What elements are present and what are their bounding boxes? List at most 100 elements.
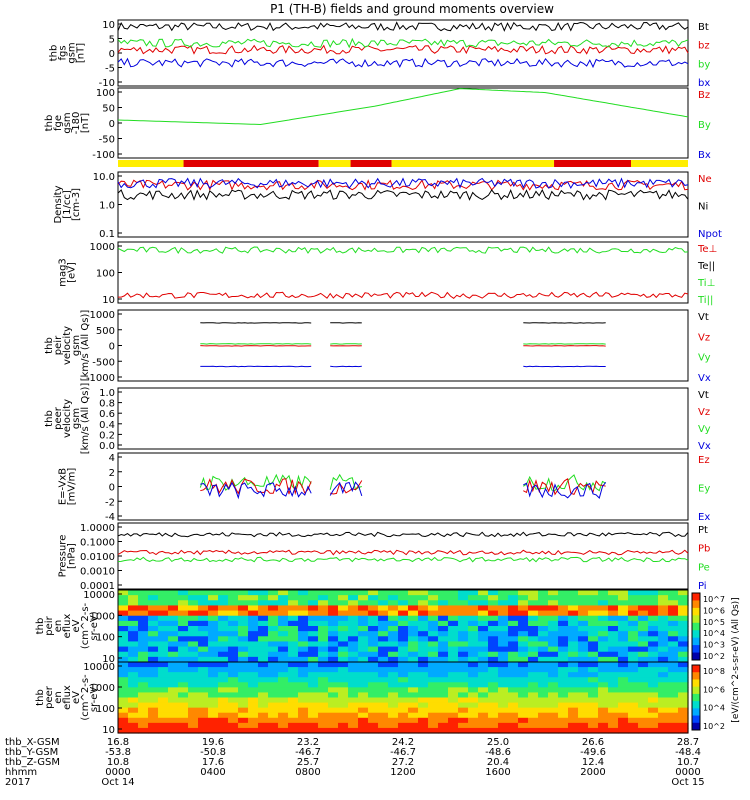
spectrogram-cell [208, 595, 219, 601]
legend-entry: Bt [698, 22, 709, 33]
spectrogram-cell [238, 727, 249, 734]
spectrogram-cell [598, 697, 609, 704]
spectrogram-cell [178, 620, 189, 627]
spectrogram-cell [378, 707, 389, 714]
colorbar-tick-label: 10^4 [703, 704, 725, 713]
spectrogram-cell [198, 646, 209, 653]
y-axis-label: (cm^2-s- [80, 674, 91, 721]
spectrogram-cell [358, 646, 369, 653]
spectrogram-cell [658, 672, 669, 678]
spectrogram-cell [578, 717, 589, 724]
spectrogram-cell [278, 620, 289, 627]
spectrogram-cell [408, 595, 419, 601]
y-axis-label: gsm [71, 408, 82, 429]
spectrogram-cell [548, 605, 559, 612]
spectrogram-cell [358, 697, 369, 704]
spectrogram-cell [598, 651, 609, 658]
spectrogram-cell [328, 631, 339, 637]
spectrogram-cell [308, 722, 319, 729]
spectrogram-cell [668, 722, 679, 729]
y-tick-label: 0.2 [99, 430, 115, 441]
spectrogram-cell [588, 631, 599, 637]
spectrogram-cell [618, 682, 629, 688]
spectrogram-cell [268, 682, 279, 688]
spectrogram-cell [418, 687, 429, 694]
spectrogram-cell [298, 595, 309, 601]
spectrogram-cell [228, 595, 239, 601]
spectrogram-cell [258, 590, 269, 596]
y-tick-label: 2 [109, 468, 115, 479]
spectrogram-cell [388, 600, 399, 607]
spectrogram-cell [538, 702, 549, 709]
spectrogram-cell [328, 662, 339, 668]
spectrogram-cell [378, 620, 389, 627]
y-axis-label: peer [44, 685, 55, 709]
spectrogram-cell [158, 722, 169, 729]
y-tick-label: -100 [92, 150, 115, 161]
spectrogram-cell [348, 620, 359, 627]
spectrogram-cell [438, 590, 449, 596]
spectrogram-cell [168, 692, 179, 699]
spectrogram-cell [528, 727, 539, 734]
spectrogram-cell [318, 677, 329, 683]
spectrogram-cell [458, 702, 469, 709]
spectrogram-cell [498, 610, 509, 617]
spectrogram-cell [448, 707, 459, 714]
spectrogram-cell [218, 600, 229, 607]
spectrogram-cell [468, 615, 479, 622]
spectrogram-cell [418, 656, 429, 663]
spectrogram-cell [338, 687, 349, 694]
spectrogram-cell [168, 727, 179, 734]
spectrogram-cell [348, 682, 359, 688]
spectrogram-cell [188, 620, 199, 627]
spectrogram-cell [508, 590, 519, 596]
spectrogram-cell [428, 626, 439, 632]
spectrogram-cell [198, 615, 209, 622]
spectrogram-cell [548, 590, 559, 596]
spectrogram-cell [478, 626, 489, 632]
spectrogram-cell [388, 667, 399, 673]
x-axis-value: 16.8 [107, 737, 129, 748]
spectrogram-cell [498, 600, 509, 607]
spectrogram-cell [398, 672, 409, 678]
spectrogram-cell [158, 656, 169, 663]
spectrogram-cell [148, 707, 159, 714]
spectrogram-cell [368, 672, 379, 678]
spectrogram-cell [438, 727, 449, 734]
spectrogram-cell [558, 595, 569, 601]
spectrogram-cell [578, 682, 589, 688]
spectrogram-cell [388, 727, 399, 734]
spectrogram-cell [518, 595, 529, 601]
spectrogram-cell [638, 610, 649, 617]
spectrogram-cell [178, 717, 189, 724]
spectrogram-cell [178, 605, 189, 612]
spectrogram-cell [148, 610, 159, 617]
spectrogram-cell [378, 626, 389, 632]
spectrogram-cell [208, 651, 219, 658]
spectrogram-cell [158, 595, 169, 601]
spectrogram-cell [458, 636, 469, 643]
spectrogram-cell [188, 727, 199, 734]
spectrogram-cell [418, 631, 429, 637]
spectrogram-cell [508, 707, 519, 714]
spectrogram-cell [508, 646, 519, 653]
spectrogram-cell [448, 656, 459, 663]
spectrogram-cell [608, 667, 619, 673]
spectrogram-cell [648, 702, 659, 709]
spectrogram-cell [528, 631, 539, 637]
spectrogram-cell [648, 605, 659, 612]
spectrogram-cell [568, 727, 579, 734]
spectrogram-cell [338, 631, 349, 637]
spectrogram-cell [528, 600, 539, 607]
spectrogram-cell [648, 712, 659, 719]
spectrogram-cell [478, 687, 489, 694]
spectrogram-cell [228, 677, 239, 683]
spectrogram-cell [308, 667, 319, 673]
spectrogram-cell [568, 702, 579, 709]
y-axis-label: en [53, 620, 64, 633]
spectrogram-cell [198, 692, 209, 699]
spectrogram-cell [148, 636, 159, 643]
spectrogram-cell [388, 712, 399, 719]
spectrogram-cell [568, 672, 579, 678]
spectrogram-cell [428, 667, 439, 673]
